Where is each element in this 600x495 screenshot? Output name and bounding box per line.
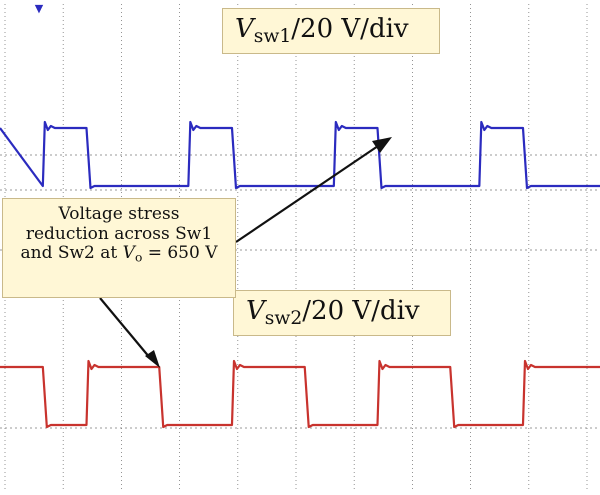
annotation-line-3-sub: o: [134, 250, 143, 265]
vsw1-sub: sw1: [253, 26, 292, 48]
annotation-line-1: Voltage stress: [58, 204, 180, 224]
arrowhead-vsw1: [372, 137, 392, 153]
annotation-line-2: reduction across Sw1: [25, 223, 213, 244]
annotation-line-3-suffix: = 650 V: [142, 243, 218, 264]
annotation-line-3-var: V: [122, 243, 135, 264]
vsw1-rest: /20 V/div: [291, 14, 409, 44]
vsw1-scale-label: Vsw1/20 V/div: [222, 8, 440, 54]
arrow-to-vsw1: [235, 145, 379, 243]
trigger-marker: ▼: [35, 2, 44, 15]
vsw2-scale-label: Vsw2/20 V/div: [233, 290, 451, 336]
vsw2-var: V: [246, 296, 265, 326]
annotation-line-3-prefix: and Sw2 at: [20, 243, 123, 264]
vsw2-sub: sw2: [264, 308, 303, 330]
vsw2-trace: [0, 359, 600, 429]
vsw2-rest: /20 V/div: [302, 296, 420, 326]
vsw1-var: V: [235, 14, 254, 44]
arrowhead-vsw2: [145, 350, 160, 368]
annotation-arrows: [99, 137, 392, 368]
voltage-stress-annotation: Voltage stress reduction across Sw1 and …: [2, 198, 236, 298]
traces: [0, 120, 600, 429]
annotation-line-3: and Sw2 at Vo = 650 V: [3, 243, 235, 265]
vsw1-trace: [0, 120, 600, 190]
arrow-to-vsw2: [99, 297, 151, 359]
